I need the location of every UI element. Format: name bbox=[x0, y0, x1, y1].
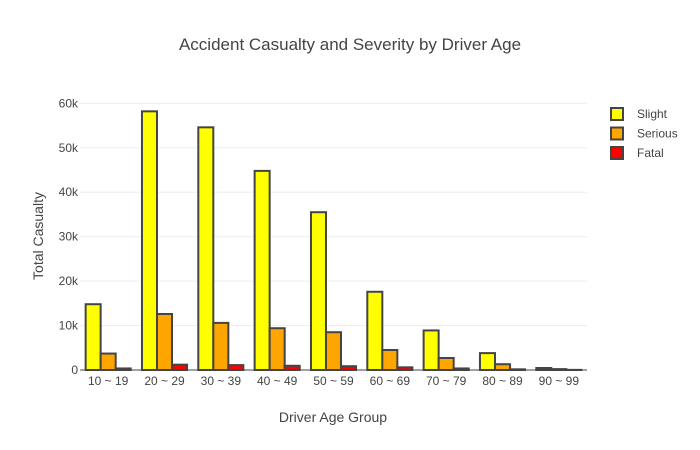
legend-swatch[interactable] bbox=[610, 126, 624, 141]
chart-title: Accident Casualty and Severity by Driver… bbox=[179, 35, 521, 54]
legend-label[interactable]: Fatal bbox=[637, 146, 664, 160]
legend-swatch[interactable] bbox=[610, 146, 624, 160]
x-tick-label: 10 ~ 19 bbox=[88, 374, 129, 388]
bar-slight[interactable] bbox=[253, 169, 271, 371]
x-tick-label: 70 ~ 79 bbox=[426, 374, 467, 388]
bar-serious[interactable] bbox=[381, 349, 399, 371]
bars bbox=[84, 110, 583, 372]
y-axis-ticks: 0 10k 20k 30k 40k 50k 60k bbox=[59, 96, 79, 377]
y-tick-label: 50k bbox=[59, 141, 79, 155]
bar-slight[interactable] bbox=[140, 110, 158, 372]
grid-lines bbox=[80, 102, 587, 327]
bar-serious[interactable] bbox=[99, 352, 117, 371]
y-tick-label: 20k bbox=[59, 274, 79, 288]
bar-fatal[interactable] bbox=[171, 363, 189, 372]
y-tick-label: 30k bbox=[59, 230, 79, 244]
legend-label[interactable]: Serious bbox=[637, 127, 678, 141]
legend-swatch[interactable] bbox=[610, 107, 624, 121]
bar-slight[interactable] bbox=[422, 329, 440, 372]
x-tick-label: 90 ~ 99 bbox=[539, 374, 580, 388]
bar-slight[interactable] bbox=[366, 290, 384, 371]
x-tick-label: 20 ~ 29 bbox=[144, 374, 185, 388]
legend-label[interactable]: Slight bbox=[637, 107, 668, 121]
bar-fatal[interactable] bbox=[283, 364, 301, 371]
x-axis-ticks: 10 ~ 19 20 ~ 29 30 ~ 39 40 ~ 49 50 ~ 59 60 ~ … bbox=[88, 374, 579, 388]
x-tick-label: 50 ~ 59 bbox=[313, 374, 354, 388]
x-tick-label: 40 ~ 49 bbox=[257, 374, 298, 388]
bar-fatal[interactable] bbox=[227, 364, 245, 371]
bar-slight[interactable] bbox=[309, 211, 327, 371]
x-tick-label: 60 ~ 69 bbox=[370, 374, 411, 388]
bar-serious[interactable] bbox=[212, 321, 230, 372]
bar-slight[interactable] bbox=[197, 126, 215, 371]
bar-fatal[interactable] bbox=[340, 365, 358, 372]
x-tick-label: 30 ~ 39 bbox=[201, 374, 242, 388]
legend[interactable]: Slight Serious Fatal bbox=[610, 107, 678, 160]
y-tick-label: 10k bbox=[59, 319, 79, 333]
bar-serious[interactable] bbox=[155, 313, 174, 371]
bar-serious[interactable] bbox=[437, 357, 455, 371]
bar-serious[interactable] bbox=[324, 331, 343, 371]
bar-slight[interactable] bbox=[84, 303, 102, 371]
bar-slight[interactable] bbox=[478, 352, 496, 371]
y-tick-label: 40k bbox=[59, 185, 79, 199]
x-axis-title: Driver Age Group bbox=[279, 409, 387, 425]
x-tick-label: 80 ~ 89 bbox=[482, 374, 523, 388]
bar-serious[interactable] bbox=[493, 363, 512, 372]
bar-serious[interactable] bbox=[268, 327, 286, 371]
y-axis-title: Total Casualty bbox=[30, 192, 46, 280]
y-tick-label: 0 bbox=[71, 363, 78, 377]
y-tick-label: 60k bbox=[59, 96, 79, 110]
